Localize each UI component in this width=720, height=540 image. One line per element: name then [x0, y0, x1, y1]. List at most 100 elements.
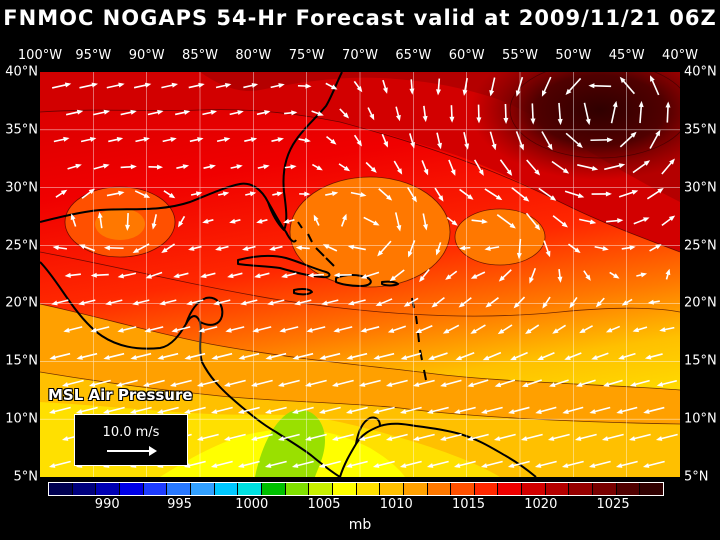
- colorbar-swatch: [309, 483, 333, 495]
- wind-arrow: [363, 216, 380, 226]
- wind-arrow: [78, 299, 96, 306]
- wind-arrow: [583, 270, 591, 281]
- wind-arrow: [347, 244, 366, 251]
- wind-arrow: [588, 83, 612, 89]
- wind-arrow: [238, 352, 260, 360]
- wind-arrow: [385, 379, 408, 387]
- wind-arrow: [117, 326, 137, 333]
- wind-arrow: [120, 109, 137, 116]
- wind-arrow: [458, 297, 472, 308]
- longitude-label: 95°W: [75, 48, 112, 63]
- wind-arrow: [576, 379, 596, 387]
- wind-arrow: [145, 271, 163, 279]
- wind-arrow: [649, 129, 661, 149]
- wind-arrow: [365, 161, 377, 173]
- wind-arrow: [102, 406, 125, 414]
- colorbar-tick-label: 1000: [235, 497, 269, 512]
- wind-arrow: [272, 191, 284, 197]
- wind-arrow: [594, 245, 609, 251]
- wind-arrow: [49, 352, 71, 360]
- wind-arrow: [421, 160, 429, 176]
- wind-arrow: [189, 137, 204, 143]
- wind-arrow: [507, 460, 530, 468]
- wind-arrow: [142, 379, 165, 387]
- colorbar-swatch: [214, 483, 239, 495]
- wind-arrow: [245, 191, 257, 197]
- colorbar-swatch: [119, 483, 144, 495]
- colorbar-swatch: [261, 483, 286, 495]
- wind-arrow: [53, 136, 70, 143]
- latitude-label-right: 35°N: [684, 122, 717, 138]
- wind-arrow: [535, 406, 557, 414]
- wind-arrow: [497, 324, 513, 335]
- wind-arrow: [264, 406, 287, 414]
- wind-arrow: [75, 406, 98, 414]
- wind-arrow: [406, 186, 417, 203]
- wind-arrow: [609, 271, 620, 279]
- wind-arrow: [70, 213, 77, 227]
- caribbean-low: [255, 409, 325, 477]
- wind-arrow: [547, 433, 570, 441]
- wind-arrow: [283, 218, 295, 224]
- wind-arrow: [106, 190, 125, 197]
- wind-arrow: [459, 245, 471, 251]
- longitude-label: 50°W: [555, 48, 592, 63]
- wind-arrow: [218, 191, 230, 197]
- wind-arrow: [161, 82, 179, 89]
- wind-arrow: [254, 272, 270, 279]
- wind-arrow: [508, 406, 530, 414]
- wind-arrow: [515, 76, 524, 97]
- wind-arrow: [173, 272, 189, 279]
- colorbar-swatch: [190, 483, 215, 495]
- wind-arrow: [284, 110, 298, 116]
- wind-arrow: [473, 159, 484, 176]
- wind-arrow: [476, 104, 482, 124]
- wind-arrow: [541, 131, 553, 151]
- wind-arrow: [322, 244, 338, 252]
- wind-arrow: [203, 164, 216, 170]
- wind-arrow: [407, 240, 416, 258]
- wind-arrow: [223, 379, 246, 387]
- wind-arrow: [190, 191, 203, 197]
- wind-arrow: [480, 406, 503, 414]
- wind-arrow: [65, 109, 84, 116]
- wind-arrow: [393, 160, 403, 175]
- wind-arrow: [333, 272, 352, 278]
- colorbar-swatch: [49, 483, 73, 495]
- wind-arrow: [526, 159, 541, 176]
- wind-arrow: [494, 379, 516, 388]
- wind-arrow: [604, 163, 626, 171]
- wind-arrow: [589, 406, 611, 414]
- wind-arrow: [64, 272, 81, 278]
- wind-arrow: [237, 460, 260, 468]
- wind-arrow: [650, 75, 660, 96]
- wind-arrow: [537, 352, 555, 361]
- latitude-label-right: 25°N: [684, 238, 717, 254]
- wind-scale-label: 10.0 m/s: [102, 425, 160, 440]
- wind-arrow: [590, 137, 614, 143]
- wind-arrow: [90, 272, 109, 278]
- wind-arrow: [265, 352, 287, 360]
- wind-arrow: [381, 133, 388, 148]
- wind-arrow: [529, 267, 537, 284]
- wind-arrow: [665, 101, 671, 123]
- wind-arrow: [103, 352, 125, 360]
- wind-arrow: [445, 270, 458, 280]
- wind-arrow: [426, 460, 449, 468]
- wind-arrow: [63, 326, 83, 333]
- wind-arrow: [132, 243, 150, 254]
- wind-arrow: [382, 79, 388, 94]
- wind-arrow: [564, 352, 582, 360]
- wind-arrow: [400, 352, 422, 360]
- wind-arrow: [385, 433, 408, 441]
- wind-arrow: [169, 379, 192, 387]
- wind-arrow: [562, 406, 584, 414]
- wind-arrow: [513, 296, 526, 309]
- wind-arrow: [256, 218, 268, 224]
- wind-arrow: [144, 326, 164, 333]
- field-label: MSL Air Pressure: [48, 386, 193, 404]
- wind-arrow: [318, 460, 341, 468]
- colorbar-tick-label: 995: [167, 497, 192, 512]
- longitude-label: 70°W: [342, 48, 378, 63]
- wind-arrow: [665, 268, 671, 280]
